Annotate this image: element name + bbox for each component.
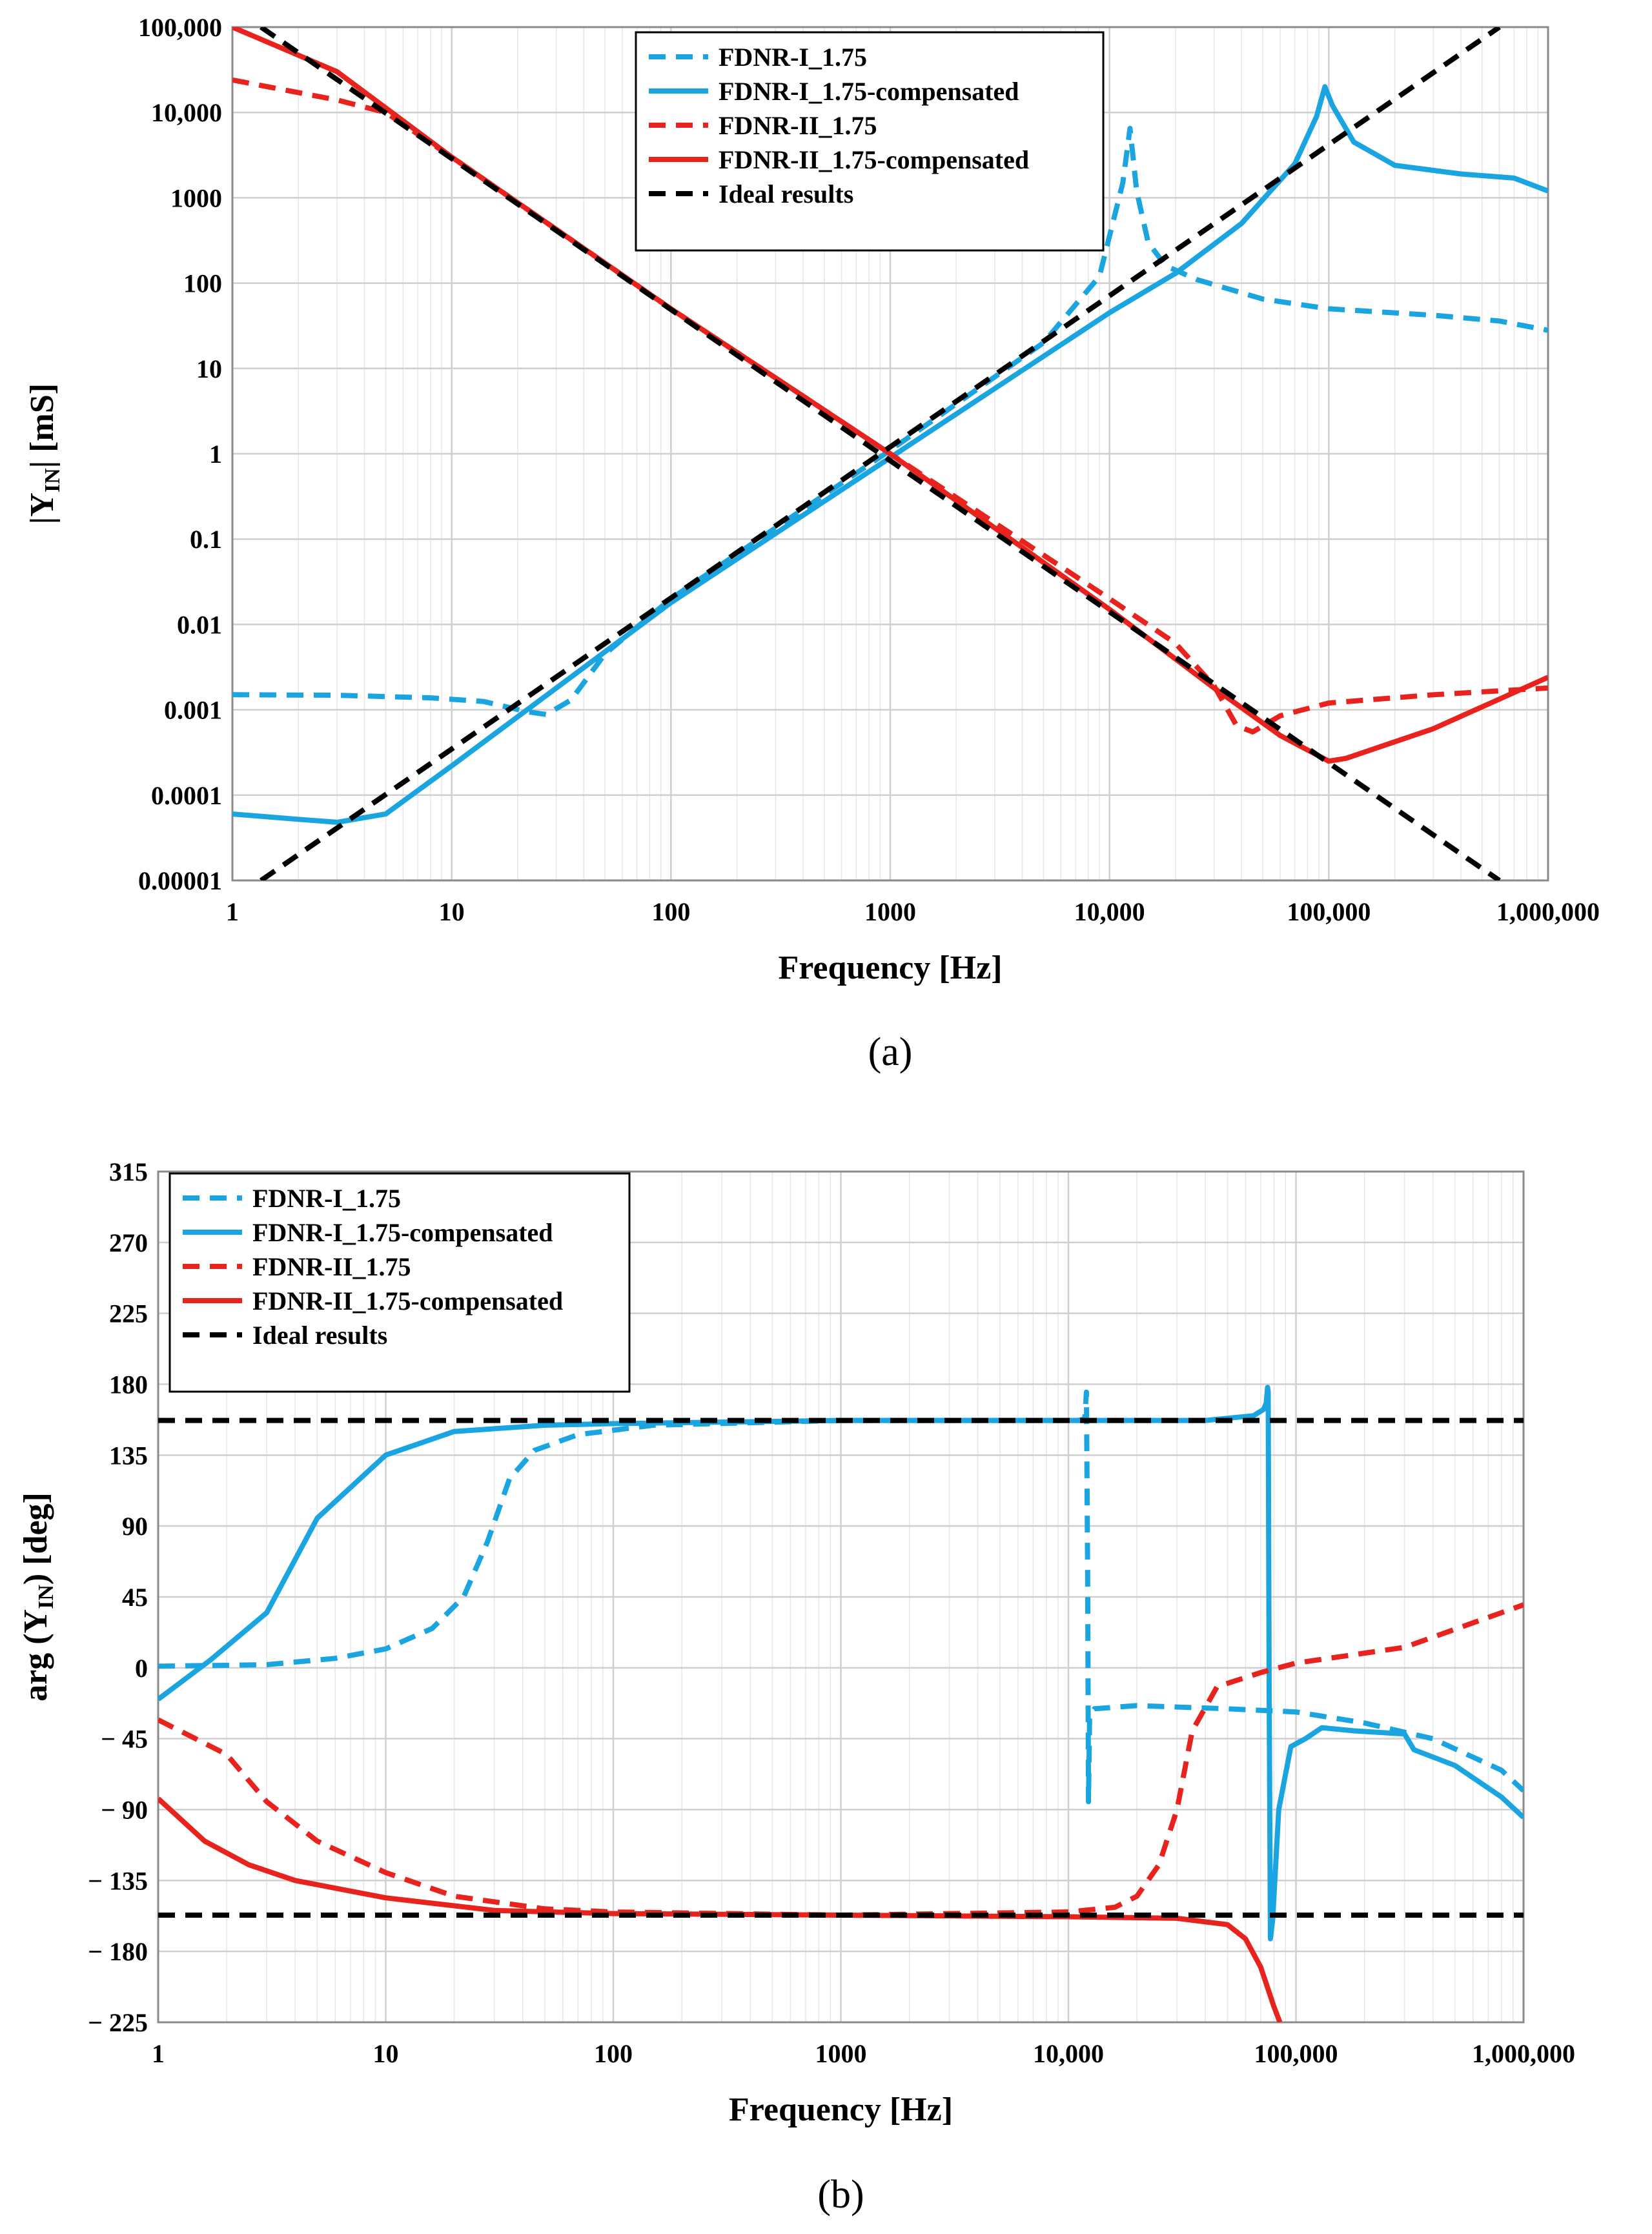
y-axis-title: |YIN| [mS]: [24, 383, 65, 524]
legend-entry-label: FDNR-II_1.75: [252, 1252, 411, 1281]
legend-entry-label: FDNR-II_1.75: [719, 111, 877, 140]
series-line-1: [232, 84, 1548, 825]
legend-box: [168, 1172, 631, 1393]
legend-entry-label: FDNR-II_1.75-compensated: [719, 145, 1029, 174]
y-tick-label: 10,000: [151, 98, 222, 127]
y-tick-label: 10: [196, 354, 222, 383]
y-tick-label: 90: [122, 1512, 148, 1541]
y-tick-label: 0.1: [190, 525, 222, 554]
x-tick-label: 1000: [815, 2039, 867, 2068]
legend-entry-label: Ideal results: [252, 1321, 387, 1350]
plot-area-frame: [231, 26, 1549, 882]
series-line-4: [260, 27, 1501, 880]
y-tick-label: − 90: [101, 1796, 148, 1825]
y-tick-label: 315: [109, 1157, 148, 1186]
plot-area-frame: [157, 1170, 1525, 2024]
y-tick-label: 0.01: [177, 610, 222, 639]
legend: FDNR-I_1.75 FDNR-I_1.75-compensated FDNR-I…: [168, 1172, 631, 1393]
y-tick-label: − 225: [88, 2008, 148, 2037]
y-tick-label: 100,000: [138, 13, 222, 42]
panel-caption: (a): [868, 1030, 913, 1074]
legend-box: [635, 31, 1105, 252]
legend-entry-label: Ideal results: [719, 179, 853, 208]
y-tick-label: 270: [109, 1228, 148, 1257]
y-tick-label: − 180: [88, 1937, 148, 1966]
x-tick-label: 1000: [864, 897, 916, 926]
legend: FDNR-I_1.75 FDNR-I_1.75-compensated FDNR-I…: [635, 31, 1105, 252]
series-line-2: [158, 1602, 1524, 1918]
y-tick-label: 1: [209, 440, 222, 469]
chart-phase: 1 10 100 1000 10,000 100,000 1,000,000 315 270 22…: [17, 1157, 1575, 2217]
series-group: [232, 27, 1548, 880]
x-tick-label: 100,000: [1287, 897, 1371, 926]
x-tick-label: 10,000: [1033, 2039, 1104, 2068]
legend-entry-label: FDNR-I_1.75: [252, 1184, 401, 1213]
y-tick-label: 135: [109, 1441, 148, 1470]
x-axis-title: Frequency [Hz]: [778, 949, 1002, 986]
y-tick-label: 1000: [170, 183, 222, 212]
x-tick-label: 100: [594, 2039, 633, 2068]
y-tick-label: 0.001: [164, 696, 222, 725]
y-tick-label: 0.0001: [151, 781, 222, 810]
x-tick-label: 1,000,000: [1496, 897, 1600, 926]
x-tick-label: 10: [373, 2039, 399, 2068]
x-axis-title: Frequency [Hz]: [729, 2091, 953, 2128]
y-tick-label: − 135: [88, 1866, 148, 1895]
panel-caption: (b): [817, 2173, 864, 2217]
legend-entry-label: FDNR-I_1.75-compensated: [252, 1218, 553, 1247]
legend-entry-label: FDNR-I_1.75-compensated: [719, 77, 1019, 106]
legend-entry-label: FDNR-II_1.75-compensated: [252, 1286, 563, 1315]
series-line-3: [158, 1796, 1283, 2022]
y-tick-label: 225: [109, 1299, 148, 1328]
chart-magnitude: 1 10 100 1000 10,000 100,000 1,000,000 0.00001 0…: [24, 13, 1600, 1074]
y-tick-label: 0.00001: [138, 866, 222, 895]
x-tick-label: 10,000: [1074, 897, 1145, 926]
series-group: [158, 1385, 1524, 2022]
y-tick-label: − 45: [101, 1725, 148, 1754]
series-line-1: [158, 1385, 1524, 1942]
y-tick-label: 180: [109, 1370, 148, 1399]
x-tick-label: 1: [226, 897, 239, 926]
y-tick-label: 0: [135, 1654, 148, 1683]
y-tick-label: 45: [122, 1583, 148, 1612]
legend-entry-label: FDNR-I_1.75: [719, 43, 867, 72]
y-tick-label: 100: [183, 269, 222, 298]
x-tick-label: 100: [651, 897, 690, 926]
y-axis-title: arg (YIN) [deg]: [17, 1492, 58, 1701]
x-tick-label: 1,000,000: [1472, 2039, 1575, 2068]
x-tick-label: 100,000: [1254, 2039, 1338, 2068]
series-line-4: [260, 27, 1501, 880]
x-tick-label: 1: [152, 2039, 165, 2068]
x-tick-label: 10: [439, 897, 465, 926]
